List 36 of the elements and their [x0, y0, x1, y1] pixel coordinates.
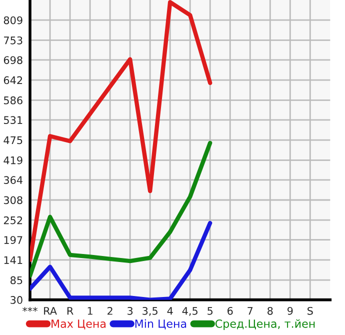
x-tick-label: 3,5 [142, 306, 158, 316]
y-tick-label: 586 [4, 96, 22, 104]
legend-label: Min Цена [135, 319, 186, 330]
x-tick-label: 5 [208, 307, 213, 315]
x-tick-label: 4,5 [182, 307, 198, 316]
y-tick-label: 141 [4, 256, 22, 264]
y-tick-label: 809 [4, 16, 22, 24]
y-tick-label: 30 [10, 296, 22, 304]
y-tick-label: 85 [10, 276, 22, 284]
y-tick-label: 252 [4, 216, 22, 224]
x-tick-label: 7 [248, 307, 253, 315]
legend-label: Сред.Цена, т.йен [215, 319, 315, 330]
y-tick-label: 197 [4, 236, 22, 244]
line-series [30, 140, 212, 278]
x-tick-label: 3 [128, 306, 133, 315]
y-tick-label: 642 [4, 76, 22, 84]
x-tick-label: RA [44, 307, 57, 315]
y-tick-label: 753 [4, 36, 22, 44]
x-tick-label: R [67, 307, 74, 315]
y-tick-label: 419 [4, 156, 22, 164]
y-tick-label: 531 [4, 116, 22, 124]
x-tick-label: *** [22, 306, 38, 312]
x-tick-label: 6 [228, 306, 233, 315]
x-tick-label: 4 [167, 307, 173, 315]
legend-label: Max Цена [52, 320, 106, 330]
x-tick-label: 8 [268, 306, 273, 315]
y-tick-label: 475 [4, 136, 22, 144]
line-series [30, 0, 212, 262]
y-tick-label: 308 [4, 196, 22, 204]
x-tick-label: 2 [108, 306, 112, 315]
y-tick-label: 698 [4, 56, 22, 64]
y-tick-label: 364 [4, 176, 22, 184]
x-tick-label: 1 [88, 307, 92, 315]
x-tick-label: 9 [287, 306, 293, 315]
line-series [30, 220, 212, 300]
x-tick-label: S [308, 306, 313, 315]
